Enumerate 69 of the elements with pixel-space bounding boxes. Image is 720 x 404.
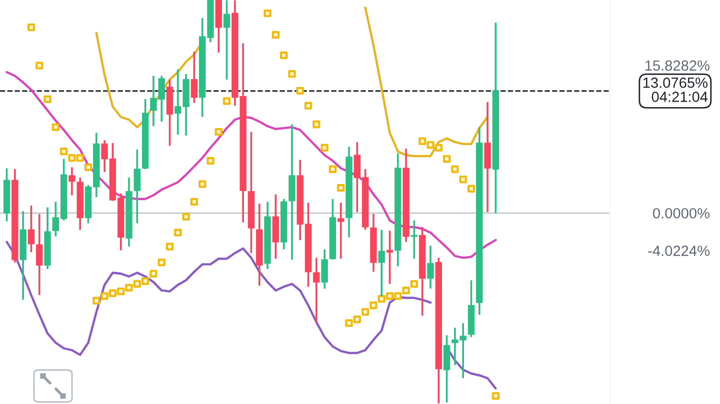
point: [150, 270, 158, 278]
point: [442, 155, 451, 163]
point: [378, 295, 386, 303]
point: [280, 52, 288, 60]
point: [467, 184, 476, 193]
point: [410, 280, 418, 288]
point: [361, 308, 370, 316]
point: [133, 280, 141, 288]
y-tick-label: 15.8282%: [645, 60, 710, 71]
candlestick: [134, 148, 140, 224]
point: [100, 292, 108, 300]
point: [141, 277, 150, 285]
point: [166, 242, 174, 250]
point: [386, 292, 394, 300]
point: [125, 284, 133, 292]
point: [44, 95, 52, 104]
point: [426, 141, 434, 149]
ref-line-label: 13.0765% 04:21:04: [643, 78, 708, 102]
point: [27, 24, 36, 32]
point: [108, 289, 117, 298]
line-series: [6, 71, 497, 259]
point: [370, 302, 378, 310]
y-tick-label: 0.0000%: [653, 208, 710, 218]
point: [36, 62, 44, 70]
point: [345, 319, 353, 327]
point: [434, 144, 442, 152]
point: [198, 180, 206, 188]
point: [68, 154, 76, 162]
point: [304, 102, 312, 110]
candlestick: [190, 50, 198, 104]
point: [214, 128, 222, 136]
y-tick-label: -4.0224%: [648, 246, 710, 256]
point: [288, 70, 296, 78]
point: [451, 165, 459, 173]
candlestick: [223, 0, 230, 80]
candlestick: [321, 248, 328, 290]
point: [337, 184, 345, 192]
point: [402, 286, 410, 294]
point: [394, 292, 402, 300]
point: [92, 296, 100, 305]
point: [320, 144, 328, 152]
point: [272, 30, 280, 39]
point: [84, 163, 92, 172]
point: [76, 154, 84, 162]
point: [296, 86, 304, 95]
point: [60, 148, 68, 156]
candlestick: [386, 230, 394, 285]
candlestick: [68, 166, 76, 196]
point: [312, 120, 320, 128]
point: [52, 123, 60, 131]
point: [459, 176, 467, 184]
candlestick: [338, 202, 344, 260]
point: [353, 316, 361, 324]
point: [190, 198, 198, 206]
point: [206, 156, 214, 165]
point: [222, 97, 231, 105]
candlestick: [28, 204, 35, 254]
point: [174, 228, 182, 236]
point: [158, 258, 166, 266]
point: [264, 10, 272, 18]
point: [492, 392, 500, 400]
candlestick: [427, 244, 434, 290]
candlestick: [36, 213, 43, 296]
point: [418, 137, 426, 145]
point: [117, 288, 125, 296]
candlestick: [410, 220, 418, 260]
point: [182, 212, 190, 221]
candlestick: [313, 256, 320, 324]
point: [328, 165, 337, 173]
